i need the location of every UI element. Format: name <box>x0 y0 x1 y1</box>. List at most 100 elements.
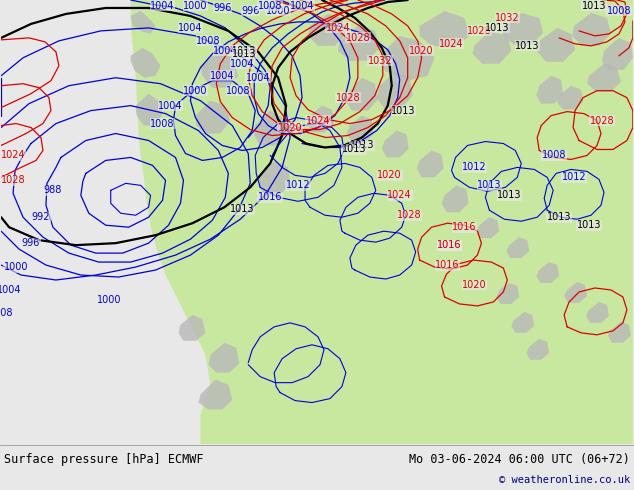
Text: 1020: 1020 <box>278 122 302 133</box>
Text: 1012: 1012 <box>286 180 311 190</box>
Text: 1016: 1016 <box>437 240 462 250</box>
Text: 1004: 1004 <box>213 46 238 56</box>
Text: 1013: 1013 <box>547 212 571 222</box>
Polygon shape <box>254 111 285 146</box>
Text: 1020: 1020 <box>377 171 402 180</box>
Polygon shape <box>179 315 205 341</box>
Text: 1012: 1012 <box>562 172 586 182</box>
Text: 1028: 1028 <box>467 26 492 36</box>
Polygon shape <box>420 11 469 48</box>
Polygon shape <box>472 31 511 64</box>
Text: 1008: 1008 <box>150 119 175 128</box>
Text: 1028: 1028 <box>398 210 422 220</box>
Text: 1028: 1028 <box>335 93 360 103</box>
Text: 1000: 1000 <box>4 262 29 272</box>
Text: 1004: 1004 <box>210 71 235 81</box>
Text: 1016: 1016 <box>436 260 460 270</box>
Text: 1004: 1004 <box>178 23 203 33</box>
Text: 1013: 1013 <box>232 46 257 56</box>
Polygon shape <box>496 283 519 304</box>
Polygon shape <box>209 343 239 373</box>
Text: 1013: 1013 <box>342 145 366 154</box>
Text: 1000: 1000 <box>183 1 208 11</box>
Text: 1013: 1013 <box>515 41 540 51</box>
Text: 1013: 1013 <box>349 141 374 150</box>
Text: 1013: 1013 <box>477 180 501 190</box>
Polygon shape <box>346 78 378 111</box>
Text: 1008: 1008 <box>542 150 566 160</box>
Polygon shape <box>307 106 334 132</box>
Text: 1028: 1028 <box>346 33 370 43</box>
Text: © weatheronline.co.uk: © weatheronline.co.uk <box>499 475 630 485</box>
Polygon shape <box>131 11 155 34</box>
Text: 1000: 1000 <box>266 6 290 16</box>
Text: 1024: 1024 <box>306 116 330 125</box>
Text: 1004: 1004 <box>150 1 175 11</box>
Text: 1008: 1008 <box>607 6 631 16</box>
Polygon shape <box>382 130 409 157</box>
Text: 1000: 1000 <box>183 86 208 96</box>
Text: 1016: 1016 <box>452 222 477 232</box>
Text: 1024: 1024 <box>439 39 464 49</box>
Polygon shape <box>572 13 611 46</box>
Text: 1012: 1012 <box>462 162 487 172</box>
Text: 1013: 1013 <box>577 220 601 230</box>
Text: 996: 996 <box>22 238 40 248</box>
Text: 1020: 1020 <box>462 280 487 290</box>
Text: 1004: 1004 <box>290 1 314 11</box>
Text: 1032: 1032 <box>368 56 392 66</box>
Polygon shape <box>347 116 374 143</box>
Polygon shape <box>587 64 621 92</box>
Polygon shape <box>200 51 238 88</box>
Text: 1008: 1008 <box>196 36 221 46</box>
Text: 1016: 1016 <box>437 240 462 250</box>
Text: Surface pressure [hPa] ECMWF: Surface pressure [hPa] ECMWF <box>4 453 204 466</box>
Text: 1016: 1016 <box>258 192 282 202</box>
Polygon shape <box>536 76 563 103</box>
Text: 1008: 1008 <box>0 308 13 318</box>
Text: 1013: 1013 <box>391 106 416 116</box>
Text: 996: 996 <box>213 3 231 13</box>
Text: 1028: 1028 <box>1 175 25 185</box>
Polygon shape <box>195 100 230 134</box>
Polygon shape <box>537 28 575 62</box>
Polygon shape <box>586 302 609 323</box>
Text: 1008: 1008 <box>258 1 282 11</box>
Polygon shape <box>338 26 380 61</box>
Polygon shape <box>198 380 232 410</box>
Polygon shape <box>308 14 346 46</box>
Text: 1032: 1032 <box>495 13 520 23</box>
Polygon shape <box>507 237 529 258</box>
Polygon shape <box>258 160 290 196</box>
Text: 1013: 1013 <box>230 204 254 214</box>
Polygon shape <box>536 262 559 283</box>
Polygon shape <box>502 13 543 45</box>
Text: 1004: 1004 <box>0 285 22 295</box>
Text: 1024: 1024 <box>1 150 25 160</box>
Polygon shape <box>417 150 444 177</box>
Polygon shape <box>564 282 587 303</box>
Polygon shape <box>136 94 162 125</box>
Text: 1013: 1013 <box>582 1 606 11</box>
Polygon shape <box>441 185 469 212</box>
Text: 1013: 1013 <box>232 49 257 59</box>
Text: 1004: 1004 <box>158 100 183 111</box>
Polygon shape <box>602 38 633 70</box>
Polygon shape <box>511 312 534 333</box>
Text: 1024: 1024 <box>387 190 412 200</box>
Polygon shape <box>380 36 434 81</box>
Polygon shape <box>476 217 500 238</box>
Text: 1013: 1013 <box>497 190 522 200</box>
Text: 1004: 1004 <box>246 73 271 83</box>
Text: 996: 996 <box>241 6 259 16</box>
Text: Mo 03-06-2024 06:00 UTC (06+72): Mo 03-06-2024 06:00 UTC (06+72) <box>409 453 630 466</box>
Text: 1024: 1024 <box>326 23 350 33</box>
Text: 1028: 1028 <box>590 116 614 125</box>
Text: 1004: 1004 <box>230 59 254 69</box>
Polygon shape <box>131 0 633 444</box>
Text: 1008: 1008 <box>226 86 250 96</box>
Text: 992: 992 <box>32 212 50 222</box>
Text: 1000: 1000 <box>96 295 121 305</box>
Text: 1013: 1013 <box>485 23 510 33</box>
Polygon shape <box>608 322 631 343</box>
